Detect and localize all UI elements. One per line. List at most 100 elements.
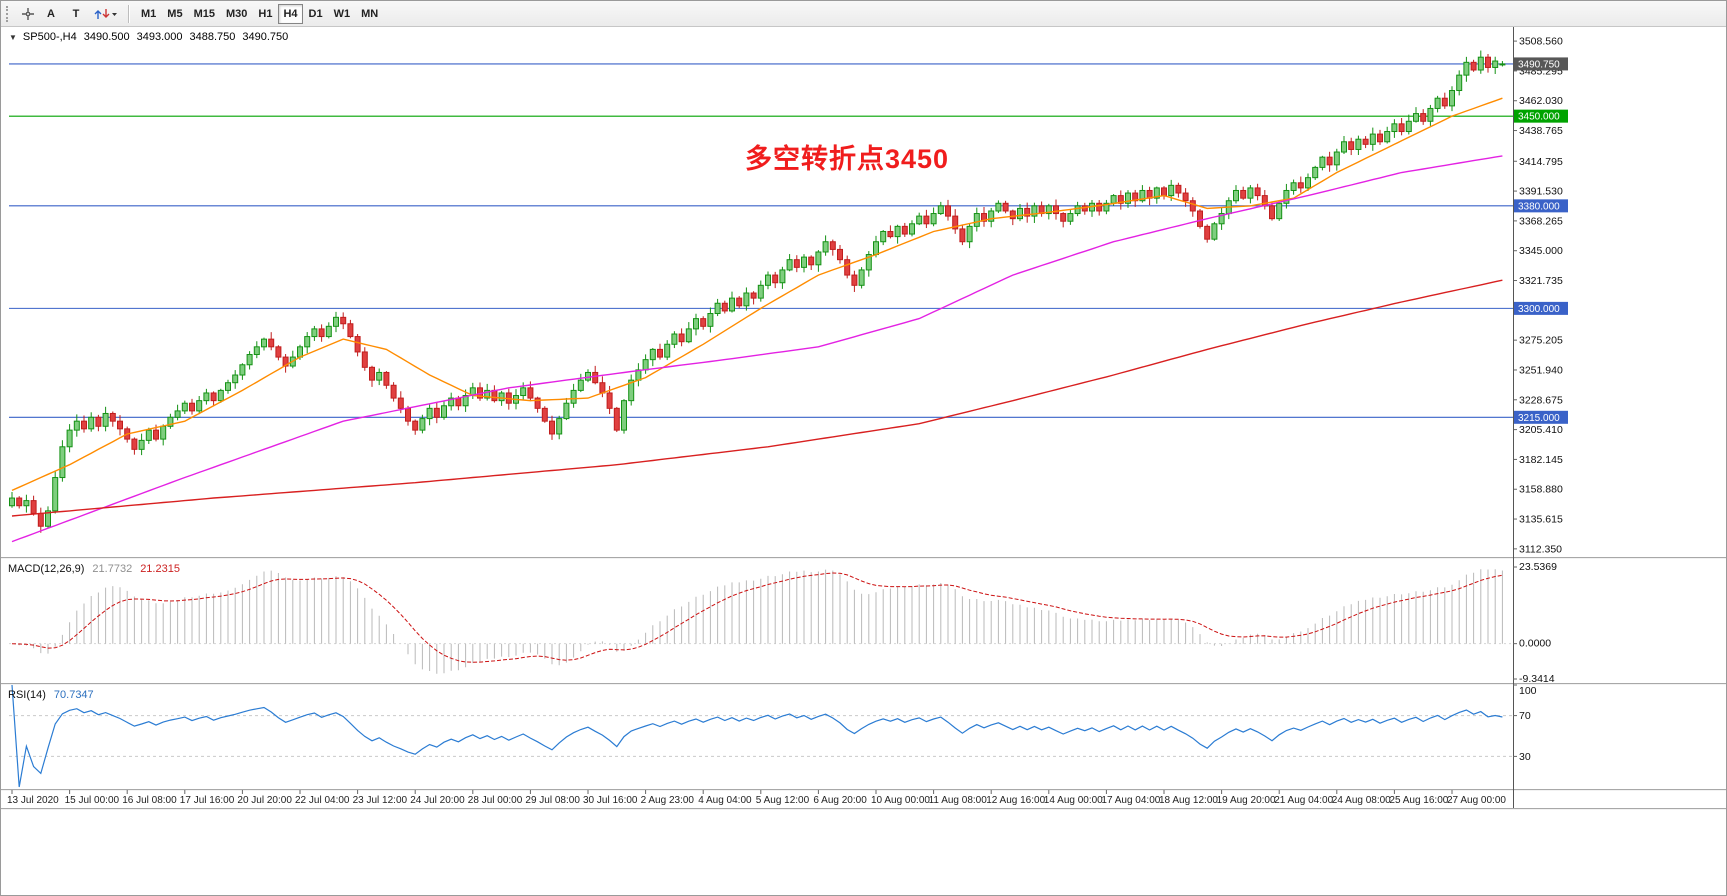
label-tool-button[interactable]: T: [64, 4, 88, 24]
rsi-levels: [9, 715, 1513, 757]
macd-name: MACD(12,26,9): [8, 563, 85, 575]
crosshair-icon: [22, 7, 34, 20]
svg-text:3414.795: 3414.795: [1519, 156, 1563, 168]
arrows-dropdown-button[interactable]: [89, 4, 121, 24]
macd-value-signal: 21.2315: [140, 563, 180, 575]
svg-text:20 Jul 20:00: 20 Jul 20:00: [237, 795, 292, 806]
candles-layer: [9, 50, 1506, 533]
chart-canvas[interactable]: 3508.5603485.2953462.0303438.7653414.795…: [1, 27, 1727, 896]
arrows-icon: [94, 8, 117, 19]
chart-symbol-period: SP500-,H4: [22, 31, 77, 43]
svg-text:3391.530: 3391.530: [1519, 186, 1563, 198]
svg-text:30: 30: [1519, 751, 1531, 763]
svg-text:16 Jul 08:00: 16 Jul 08:00: [122, 795, 177, 806]
svg-text:3462.030: 3462.030: [1519, 95, 1563, 107]
svg-text:3215.000: 3215.000: [1518, 413, 1560, 424]
svg-text:3182.145: 3182.145: [1519, 454, 1563, 466]
svg-text:15 Jul 00:00: 15 Jul 00:00: [65, 795, 120, 806]
time-axis[interactable]: 13 Jul 2020 15 Jul 00:00 16 Jul 08:00 17 Ju…: [7, 790, 1506, 806]
timeframe-button-w1[interactable]: W1: [329, 4, 356, 24]
svg-text:22 Jul 04:00: 22 Jul 04:00: [295, 795, 350, 806]
svg-text:3112.350: 3112.350: [1519, 543, 1562, 555]
svg-text:24 Aug 08:00: 24 Aug 08:00: [1332, 795, 1391, 806]
svg-text:3508.560: 3508.560: [1519, 36, 1563, 48]
timeframe-button-m15[interactable]: M15: [189, 4, 220, 24]
crosshair-tool-button[interactable]: [18, 4, 38, 24]
svg-text:11 Aug 08:00: 11 Aug 08:00: [929, 795, 988, 806]
timeframe-toolbar: M1 M5 M15 M30 H1 H4 D1 W1 MN: [136, 3, 383, 24]
svg-text:18 Aug 12:00: 18 Aug 12:00: [1159, 795, 1218, 806]
ohlc-high: 3493.000: [136, 31, 183, 43]
svg-text:3205.410: 3205.410: [1519, 424, 1563, 436]
svg-text:14 Aug 00:00: 14 Aug 00:00: [1044, 795, 1103, 806]
svg-text:3438.765: 3438.765: [1519, 125, 1563, 137]
svg-text:2 Aug 23:00: 2 Aug 23:00: [641, 795, 695, 806]
macd-axis[interactable]: 23.5369 0.0000 -9.3414: [1513, 561, 1557, 685]
svg-text:3321.735: 3321.735: [1519, 275, 1563, 287]
chart-title: ▼ SP500-,H4 3490.500 3493.000 3488.750 3…: [9, 31, 288, 43]
macd-indicator-label: MACD(12,26,9) 21.7732 21.2315: [8, 563, 180, 575]
timeframe-button-d1[interactable]: D1: [304, 4, 328, 24]
macd-signal-line: [11, 572, 1503, 663]
svg-text:3380.000: 3380.000: [1518, 201, 1560, 212]
svg-text:0.0000: 0.0000: [1519, 638, 1551, 650]
rsi-value: 70.7347: [53, 689, 94, 701]
rsi-axis[interactable]: 100 70 30: [1513, 684, 1537, 763]
text-tool-button[interactable]: A: [39, 4, 63, 24]
svg-text:23.5369: 23.5369: [1519, 561, 1557, 573]
price-axis[interactable]: 3508.5603485.2953462.0303438.7653414.795…: [1513, 36, 1563, 556]
svg-text:3251.940: 3251.940: [1519, 364, 1563, 376]
ma-fast-line[interactable]: [11, 97, 1503, 492]
ohlc-close: 3490.750: [242, 31, 289, 43]
svg-text:19 Aug 20:00: 19 Aug 20:00: [1217, 795, 1276, 806]
svg-text:17 Aug 04:00: 17 Aug 04:00: [1101, 795, 1160, 806]
macd-value-main: 21.7732: [92, 563, 133, 575]
timeframe-button-m1[interactable]: M1: [136, 4, 161, 24]
svg-text:3345.000: 3345.000: [1519, 245, 1563, 257]
svg-text:6 Aug 20:00: 6 Aug 20:00: [813, 795, 867, 806]
svg-text:5 Aug 12:00: 5 Aug 12:00: [756, 795, 810, 806]
svg-text:100: 100: [1519, 685, 1537, 697]
svg-text:29 Jul 08:00: 29 Jul 08:00: [525, 795, 580, 806]
rsi-line: [11, 684, 1503, 788]
svg-text:4 Aug 04:00: 4 Aug 04:00: [698, 795, 752, 806]
ohlc-open: 3490.500: [83, 31, 130, 43]
toolbar-grip[interactable]: [6, 5, 11, 22]
toolbar-separator: [128, 4, 129, 23]
svg-text:30 Jul 16:00: 30 Jul 16:00: [583, 795, 638, 806]
svg-text:21 Aug 04:00: 21 Aug 04:00: [1274, 795, 1333, 806]
svg-text:17 Jul 16:00: 17 Jul 16:00: [180, 795, 235, 806]
svg-text:3490.750: 3490.750: [1518, 59, 1560, 70]
annotation-text[interactable]: 多空转折点3450: [745, 144, 950, 174]
chart-window[interactable]: 3508.560 3485.295 3462.030 3438.765 3414.795…: [1, 27, 1726, 895]
ma-medium-line[interactable]: [11, 155, 1503, 543]
svg-text:23 Jul 12:00: 23 Jul 12:00: [353, 795, 408, 806]
svg-text:-9.3414: -9.3414: [1519, 673, 1555, 685]
timeframe-button-m30[interactable]: M30: [221, 4, 252, 24]
svg-text:13 Jul 2020: 13 Jul 2020: [7, 795, 59, 806]
svg-text:70: 70: [1519, 710, 1531, 722]
svg-text:3368.265: 3368.265: [1519, 215, 1563, 227]
svg-text:24 Jul 20:00: 24 Jul 20:00: [410, 795, 465, 806]
timeframe-button-h1[interactable]: H1: [253, 4, 277, 24]
svg-text:3450.000: 3450.000: [1518, 112, 1560, 123]
price-line-labels: 3490.750 3450.000 3380.000 3300.000 3215.000: [1514, 57, 1568, 424]
svg-text:3228.675: 3228.675: [1519, 394, 1563, 406]
macd-histogram: [18, 569, 1503, 674]
svg-text:12 Aug 16:00: 12 Aug 16:00: [986, 795, 1045, 806]
svg-text:28 Jul 00:00: 28 Jul 00:00: [468, 795, 523, 806]
horizontal-lines[interactable]: [9, 63, 1513, 418]
ma-slow-line[interactable]: [11, 279, 1503, 517]
ohlc-low: 3488.750: [189, 31, 236, 43]
timeframe-button-m5[interactable]: M5: [162, 4, 187, 24]
timeframe-button-mn[interactable]: MN: [356, 4, 383, 24]
timeframe-button-h4[interactable]: H4: [278, 3, 303, 24]
svg-text:3275.205: 3275.205: [1519, 335, 1563, 347]
toolbar: A T M1 M5 M15 M30 H1 H4 D1 W1 MN: [1, 1, 1726, 27]
rsi-name: RSI(14): [8, 689, 46, 701]
svg-text:27 Aug 00:00: 27 Aug 00:00: [1447, 795, 1506, 806]
oneclick-trading-arrow-icon[interactable]: ▼: [9, 32, 17, 42]
svg-text:3300.000: 3300.000: [1518, 304, 1560, 315]
svg-text:25 Aug 16:00: 25 Aug 16:00: [1389, 795, 1448, 806]
